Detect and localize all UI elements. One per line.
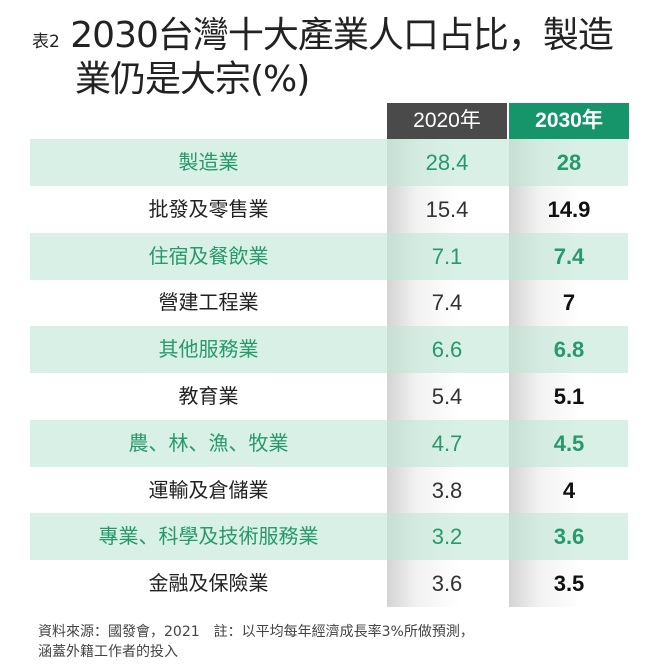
value-2030: 14.9 [547, 196, 591, 222]
row-label: 其他服務業 [158, 337, 259, 362]
table-number: 表2 [32, 32, 60, 52]
value-2020: 4.7 [431, 430, 463, 456]
value-2030: 7.4 [553, 243, 585, 269]
table-row: 專業、科學及技術服務業 3.2 3.6 [30, 513, 628, 561]
table-row: 金融及保險業 3.6 3.5 [30, 560, 628, 607]
value-2030: 28 [556, 150, 582, 175]
title-line1: 2030台灣十大產業人口占比，製造 [70, 15, 614, 56]
row-label: 專業、科學及技術服務業 [98, 524, 319, 549]
value-2020: 5.4 [431, 384, 463, 409]
table-row: 營建工程業 7.4 7 [30, 279, 628, 326]
value-2030: 7 [562, 290, 576, 316]
footnote-line2: 涵蓋外籍工作者的投入 [38, 644, 178, 660]
value-2020: 3.6 [431, 571, 463, 597]
value-2030: 3.5 [553, 571, 585, 597]
footnote-line1: 資料來源：國發會，2021 註：以平均每年經濟成長率3%所做預測， [38, 624, 474, 640]
row-label: 運輸及倉儲業 [148, 477, 269, 502]
table-row: 其他服務業 6.6 6.8 [30, 326, 628, 374]
row-label: 金融及保險業 [148, 571, 269, 596]
value-2030: 3.6 [553, 524, 585, 550]
value-2020: 6.6 [431, 337, 463, 363]
title-line2: 業仍是大宗 [75, 59, 251, 100]
title-line2-wrap: 業仍是大宗(%) [75, 58, 310, 102]
row-label: 批發及零售業 [148, 196, 269, 221]
row-label: 教育業 [178, 384, 239, 408]
value-2030: 5.1 [553, 384, 585, 409]
table-title: 表2 2030台灣十大產業人口占比，製造 [32, 14, 614, 64]
row-label: 住宿及餐飲業 [148, 243, 269, 268]
value-2020: 15.4 [425, 196, 469, 222]
row-label: 營建工程業 [158, 290, 259, 315]
value-2030: 4 [562, 477, 576, 503]
value-2030: 4.5 [553, 430, 585, 456]
table-row: 住宿及餐飲業 7.1 7.4 [30, 232, 628, 280]
value-2030: 6.8 [553, 337, 585, 363]
table-row: 批發及零售業 15.4 14.9 [30, 186, 628, 233]
value-2020: 7.1 [431, 243, 463, 269]
unit-label: (%) [250, 59, 310, 100]
header-2030: 2030年 [509, 103, 629, 139]
value-2020: 3.8 [431, 477, 463, 503]
header-2020: 2020年 [387, 103, 507, 139]
value-2020: 28.4 [425, 150, 469, 175]
value-2020: 7.4 [431, 290, 463, 316]
table-row: 運輸及倉儲業 3.8 4 [30, 467, 628, 514]
footnote: 資料來源：國發會，2021 註：以平均每年經濟成長率3%所做預測， 涵蓋外籍工作者… [38, 622, 474, 662]
row-label: 農、林、漁、牧業 [128, 430, 289, 455]
table-row: 製造業 28.4 28 [30, 139, 628, 186]
value-2020: 3.2 [431, 524, 463, 550]
table-row: 教育業 5.4 5.1 [30, 373, 628, 420]
row-label: 製造業 [178, 150, 239, 174]
table-row: 農、林、漁、牧業 4.7 4.5 [30, 419, 628, 467]
